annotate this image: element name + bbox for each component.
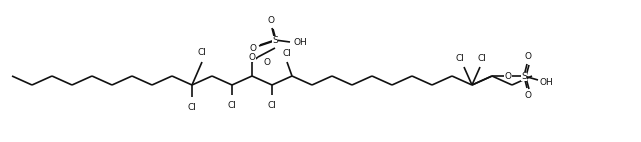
Text: OH: OH [293, 37, 307, 46]
Text: O: O [249, 43, 256, 53]
Text: Cl: Cl [478, 54, 487, 62]
Text: O: O [249, 53, 256, 61]
Text: S: S [521, 72, 527, 81]
Text: Cl: Cl [197, 48, 206, 57]
Text: OH: OH [539, 78, 553, 86]
Text: Cl: Cl [228, 101, 237, 109]
Text: O: O [267, 15, 274, 25]
Text: O: O [524, 52, 531, 60]
Text: O: O [504, 72, 512, 81]
Text: Cl: Cl [188, 103, 196, 111]
Text: O: O [524, 91, 531, 101]
Text: Cl: Cl [283, 49, 292, 58]
Text: Cl: Cl [456, 54, 465, 62]
Text: O: O [263, 58, 271, 66]
Text: S: S [272, 36, 278, 44]
Text: Cl: Cl [267, 101, 276, 109]
